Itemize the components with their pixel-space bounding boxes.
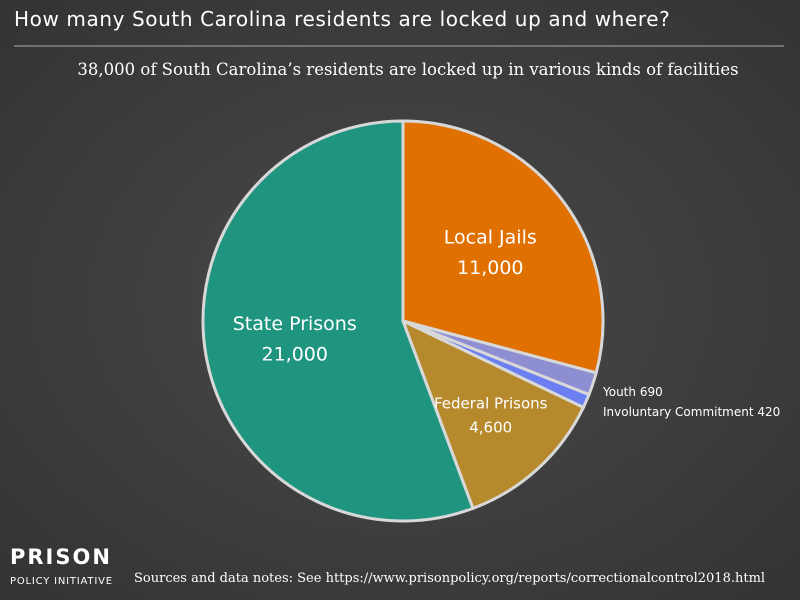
pie-slice	[401, 119, 605, 375]
value-label: 21,000	[262, 344, 328, 366]
value-label: 4,600	[469, 419, 512, 437]
slice-label: Youth 690	[602, 385, 663, 399]
category-label: Local Jails	[444, 227, 537, 249]
category-label: Youth	[602, 385, 636, 399]
category-label: State Prisons	[233, 313, 357, 335]
category-label: Involuntary Commitment	[603, 405, 754, 419]
chart-title: How many South Carolina residents are lo…	[14, 7, 670, 31]
value-label: 420	[757, 405, 780, 419]
category-label: Federal Prisons	[434, 395, 548, 413]
value-label: 11,000	[457, 257, 523, 279]
source-note: Sources and data notes: See https://www.…	[134, 571, 765, 586]
logo-name: PRISON	[10, 545, 112, 569]
pie	[201, 119, 605, 523]
slice-label: Involuntary Commitment 420	[603, 405, 780, 419]
subtitle: 38,000 of South Carolina’s residents are…	[77, 60, 738, 79]
pie-slice	[201, 119, 475, 523]
value-label: 690	[640, 385, 663, 399]
pie-slice	[400, 318, 586, 511]
logo-tagline: POLICY INITIATIVE	[10, 576, 113, 587]
